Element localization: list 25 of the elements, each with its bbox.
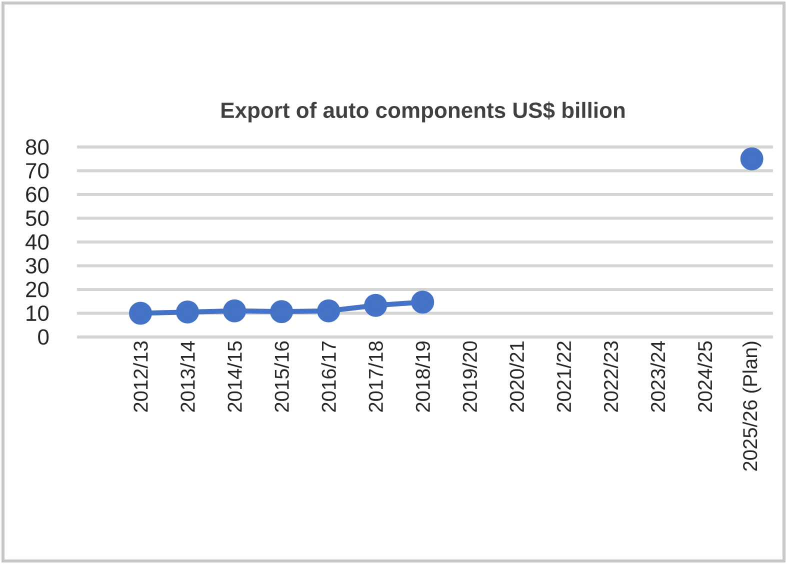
x-tick-label: 2022/23 xyxy=(603,341,618,412)
x-tick-label: 2014/15 xyxy=(227,341,242,412)
point xyxy=(740,147,764,170)
y-tick-label: 50 xyxy=(26,210,49,226)
y-tick-label: 30 xyxy=(26,258,49,274)
x-tick-label: 2024/25 xyxy=(697,341,712,412)
y-tick-label: 40 xyxy=(26,234,49,250)
x-tick-label: 2015/16 xyxy=(274,341,289,412)
y-tick-label: 80 xyxy=(26,139,49,155)
x-tick-label: 2016/17 xyxy=(321,342,336,412)
y-tick-label: 10 xyxy=(26,305,49,322)
y-tick-label: 20 xyxy=(26,282,49,298)
y-tick-label: 0 xyxy=(38,329,49,345)
x-tick-label: 2021/22 xyxy=(556,342,572,412)
x-tick-label: 2017/18 xyxy=(368,341,383,412)
x-tick-label: 2013/14 xyxy=(180,341,195,412)
x-tick-label: 2020/21 xyxy=(509,342,524,412)
x-tick-label: 2023/24 xyxy=(650,341,666,412)
y-tick-label: 70 xyxy=(26,162,49,179)
x-tick-label: 2025/26 (Plan) xyxy=(742,342,762,471)
y-tick-label: 60 xyxy=(26,186,49,202)
x-tick-label: 2012/13 xyxy=(133,341,148,412)
x-tick-label: 2018/19 xyxy=(415,341,430,412)
x-tick-label: 2019/20 xyxy=(462,341,478,412)
chart-title: Export of auto components US$ billion xyxy=(222,102,625,122)
